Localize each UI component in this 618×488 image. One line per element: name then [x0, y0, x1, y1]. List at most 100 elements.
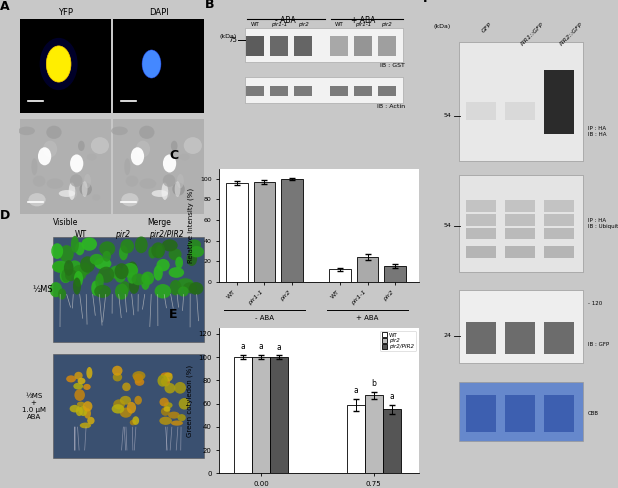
Ellipse shape — [77, 402, 85, 407]
Text: WT: WT — [334, 22, 343, 27]
Text: (kDa): (kDa) — [433, 24, 451, 29]
Ellipse shape — [185, 194, 193, 201]
Ellipse shape — [43, 141, 57, 157]
Ellipse shape — [180, 154, 190, 161]
FancyBboxPatch shape — [504, 201, 535, 212]
Ellipse shape — [130, 420, 136, 426]
Ellipse shape — [135, 378, 144, 386]
Ellipse shape — [52, 261, 69, 273]
Ellipse shape — [131, 147, 144, 165]
Ellipse shape — [67, 188, 77, 199]
Text: a: a — [241, 342, 245, 351]
Ellipse shape — [164, 402, 172, 408]
Ellipse shape — [60, 268, 71, 283]
FancyBboxPatch shape — [270, 36, 288, 56]
FancyBboxPatch shape — [459, 382, 583, 441]
Ellipse shape — [122, 383, 130, 391]
Ellipse shape — [162, 240, 178, 251]
Ellipse shape — [83, 384, 91, 390]
Ellipse shape — [103, 251, 111, 262]
Text: IP : HA
IB : HA: IP : HA IB : HA — [588, 126, 606, 137]
Text: Visible: Visible — [53, 218, 78, 226]
Ellipse shape — [178, 286, 188, 297]
Ellipse shape — [92, 194, 100, 201]
Ellipse shape — [141, 274, 150, 290]
Bar — [270, 357, 288, 473]
Ellipse shape — [121, 239, 134, 253]
Ellipse shape — [112, 373, 122, 382]
FancyBboxPatch shape — [465, 228, 496, 240]
Ellipse shape — [176, 257, 183, 268]
FancyBboxPatch shape — [245, 77, 403, 103]
Ellipse shape — [95, 273, 104, 290]
Bar — [357, 257, 378, 282]
Ellipse shape — [82, 237, 97, 251]
Ellipse shape — [111, 126, 128, 135]
FancyBboxPatch shape — [543, 322, 574, 354]
FancyBboxPatch shape — [20, 19, 111, 113]
Ellipse shape — [46, 46, 71, 82]
Ellipse shape — [46, 126, 62, 139]
FancyBboxPatch shape — [330, 36, 348, 56]
FancyBboxPatch shape — [543, 228, 574, 240]
Bar — [329, 269, 351, 282]
Text: IB : GST: IB : GST — [380, 63, 405, 68]
Bar — [365, 395, 383, 473]
FancyBboxPatch shape — [465, 102, 496, 120]
Ellipse shape — [164, 383, 176, 393]
Text: pir2/PIR2: pir2/PIR2 — [149, 229, 184, 239]
FancyBboxPatch shape — [504, 228, 535, 240]
Text: + ABA: + ABA — [357, 315, 379, 321]
Text: IB : Actin: IB : Actin — [376, 104, 405, 109]
Ellipse shape — [80, 256, 95, 273]
Ellipse shape — [156, 245, 163, 258]
Ellipse shape — [112, 366, 122, 376]
Ellipse shape — [65, 269, 77, 281]
Text: a: a — [277, 343, 282, 352]
FancyBboxPatch shape — [378, 86, 396, 97]
Ellipse shape — [151, 190, 168, 197]
Ellipse shape — [169, 280, 182, 295]
Ellipse shape — [127, 262, 137, 275]
Text: pir1-1: pir1-1 — [355, 22, 371, 27]
Ellipse shape — [69, 183, 75, 200]
FancyBboxPatch shape — [459, 42, 583, 162]
FancyBboxPatch shape — [245, 27, 403, 62]
Ellipse shape — [75, 242, 85, 255]
Ellipse shape — [98, 266, 114, 283]
Ellipse shape — [184, 137, 202, 154]
Ellipse shape — [172, 183, 185, 196]
Text: B: B — [205, 0, 215, 11]
Ellipse shape — [136, 141, 150, 157]
Ellipse shape — [18, 126, 35, 135]
Ellipse shape — [135, 237, 148, 253]
Ellipse shape — [142, 50, 161, 78]
Ellipse shape — [84, 174, 91, 188]
Ellipse shape — [164, 407, 171, 412]
Ellipse shape — [47, 179, 64, 189]
FancyBboxPatch shape — [53, 354, 205, 458]
Text: F: F — [423, 0, 431, 5]
Ellipse shape — [64, 260, 74, 276]
Ellipse shape — [114, 263, 129, 279]
Ellipse shape — [159, 398, 169, 407]
Ellipse shape — [183, 283, 197, 293]
Ellipse shape — [189, 282, 203, 295]
Ellipse shape — [175, 181, 180, 197]
Ellipse shape — [74, 271, 83, 287]
Ellipse shape — [153, 265, 163, 281]
Text: (kDa): (kDa) — [219, 34, 237, 39]
Ellipse shape — [171, 141, 177, 151]
Ellipse shape — [177, 174, 184, 188]
Ellipse shape — [74, 383, 83, 389]
Ellipse shape — [171, 421, 183, 426]
Ellipse shape — [113, 399, 125, 409]
Ellipse shape — [140, 179, 156, 189]
Ellipse shape — [72, 265, 87, 281]
FancyBboxPatch shape — [504, 214, 535, 225]
Text: E: E — [169, 308, 178, 321]
Ellipse shape — [61, 269, 70, 283]
Ellipse shape — [78, 141, 85, 151]
Text: ½MS: ½MS — [33, 285, 54, 294]
Ellipse shape — [161, 183, 168, 200]
